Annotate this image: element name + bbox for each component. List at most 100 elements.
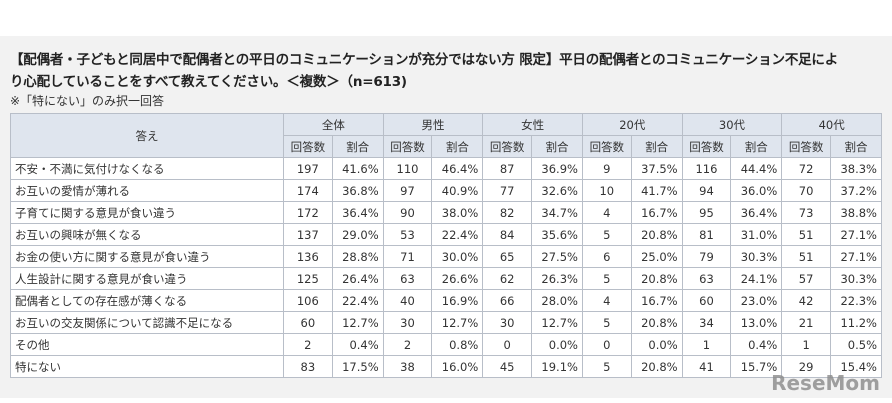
count-cell: 34: [681, 311, 732, 334]
count-cell: 5: [581, 267, 632, 290]
percent-cell: 30.3%: [730, 245, 783, 268]
percent-cell: 31.0%: [730, 223, 783, 246]
title-line: 【配偶者・子どもと同居中で配偶者との平日のコミュニケーションが充分ではない方 限…: [10, 52, 839, 68]
percent-cell: 29.0%: [331, 223, 384, 246]
count-cell: 1: [681, 333, 732, 356]
count-cell: 84: [482, 223, 532, 246]
row-label: 子育てに関する意見が食い違う: [10, 201, 284, 224]
percent-cell: 22.3%: [829, 289, 883, 312]
count-cell: 70: [781, 179, 831, 202]
count-cell: 45: [482, 355, 532, 378]
count-cell: 77: [482, 179, 532, 202]
count-cell: 106: [283, 289, 333, 312]
count-cell: 79: [681, 245, 732, 268]
count-cell: 97: [382, 179, 433, 202]
percent-cell: 26.3%: [531, 267, 583, 290]
count-cell: 62: [482, 267, 532, 290]
count-cell: 41: [681, 355, 732, 378]
count-cell: 90: [382, 201, 433, 224]
table-row: その他 2 0.4% 2 0.8% 0 0.0% 0 0.0% 1 0.4% 1 0.5%: [10, 333, 883, 356]
percent-cell: 34.7%: [531, 201, 583, 224]
row-label: 配偶者としての存在感が薄くなる: [10, 289, 284, 312]
subheader: 割合: [431, 135, 484, 158]
count-cell: 71: [382, 245, 433, 268]
row-label: お互いの交友関係について認識不足になる: [10, 311, 284, 334]
row-label: お金の使い方に関する意見が食い違う: [10, 245, 284, 268]
count-cell: 125: [283, 267, 333, 290]
count-cell: 87: [482, 157, 532, 180]
group-header: 30代: [681, 113, 783, 136]
group-header: 女性: [482, 113, 583, 136]
percent-cell: 16.9%: [431, 289, 484, 312]
count-cell: 2: [283, 333, 333, 356]
percent-cell: 12.7%: [431, 311, 484, 334]
count-cell: 30: [482, 311, 532, 334]
count-cell: 5: [581, 355, 632, 378]
percent-cell: 16.7%: [630, 289, 683, 312]
table-row: お金の使い方に関する意見が食い違う 136 28.8% 71 30.0% 65 27.5% 6…: [10, 245, 883, 268]
group-header: 20代: [581, 113, 683, 136]
percent-cell: 27.5%: [531, 245, 583, 268]
count-cell: 51: [781, 245, 831, 268]
count-cell: 137: [283, 223, 333, 246]
percent-cell: 35.6%: [531, 223, 583, 246]
subheader: 割合: [331, 135, 384, 158]
percent-cell: 0.8%: [431, 333, 484, 356]
percent-cell: 15.4%: [829, 355, 883, 378]
subheader: 割合: [730, 135, 783, 158]
percent-cell: 0.5%: [829, 333, 883, 356]
subheader: 割合: [829, 135, 883, 158]
percent-cell: 36.9%: [531, 157, 583, 180]
count-cell: 174: [283, 179, 333, 202]
count-cell: 66: [482, 289, 532, 312]
title-line: り心配していることをすべて教えてください。＜複数＞（n=613): [10, 74, 407, 90]
percent-cell: 38.3%: [829, 157, 883, 180]
percent-cell: 38.8%: [829, 201, 883, 224]
table-row: お互いの愛情が薄れる 174 36.8% 97 40.9% 77 32.6% 10 41.7% 9…: [10, 179, 883, 202]
table: 答え 全体 男性 女性 20代 30代 40代 回答数 割合 回答数 割合 回答数 割合 回答数 割合 回答数…: [10, 113, 883, 378]
count-cell: 10: [581, 179, 632, 202]
subheader: 回答数: [581, 135, 632, 158]
subheader: 回答数: [283, 135, 333, 158]
count-cell: 4: [581, 201, 632, 224]
count-cell: 0: [482, 333, 532, 356]
percent-cell: 20.8%: [630, 355, 683, 378]
percent-cell: 37.5%: [630, 157, 683, 180]
row-label: お互いの興味が無くなる: [10, 223, 284, 246]
count-cell: 51: [781, 223, 831, 246]
percent-cell: 23.0%: [730, 289, 783, 312]
count-cell: 38: [382, 355, 433, 378]
count-cell: 30: [382, 311, 433, 334]
percent-cell: 15.7%: [730, 355, 783, 378]
table-row: お互いの興味が無くなる 137 29.0% 53 22.4% 84 35.6% 5 20.8% 8…: [10, 223, 883, 246]
percent-cell: 36.8%: [331, 179, 384, 202]
percent-cell: 41.7%: [630, 179, 683, 202]
percent-cell: 12.7%: [331, 311, 384, 334]
row-label: 人生設計に関する意見が食い違う: [10, 267, 284, 290]
count-cell: 172: [283, 201, 333, 224]
percent-cell: 0.4%: [730, 333, 783, 356]
group-header: 40代: [781, 113, 882, 136]
percent-cell: 16.7%: [630, 201, 683, 224]
subheader: 割合: [531, 135, 583, 158]
count-cell: 5: [581, 223, 632, 246]
count-cell: 72: [781, 157, 831, 180]
count-cell: 60: [681, 289, 732, 312]
answer-header: 答え: [10, 113, 284, 158]
row-label: その他: [10, 333, 284, 356]
subheader: 割合: [630, 135, 683, 158]
percent-cell: 27.1%: [829, 245, 883, 268]
count-cell: 63: [681, 267, 732, 290]
percent-cell: 22.4%: [331, 289, 384, 312]
percent-cell: 26.6%: [431, 267, 484, 290]
count-cell: 40: [382, 289, 433, 312]
count-cell: 95: [681, 201, 732, 224]
percent-cell: 30.0%: [431, 245, 484, 268]
percent-cell: 11.2%: [829, 311, 883, 334]
percent-cell: 0.4%: [331, 333, 384, 356]
percent-cell: 22.4%: [431, 223, 484, 246]
percent-cell: 36.4%: [331, 201, 384, 224]
count-cell: 82: [482, 201, 532, 224]
percent-cell: 26.4%: [331, 267, 384, 290]
